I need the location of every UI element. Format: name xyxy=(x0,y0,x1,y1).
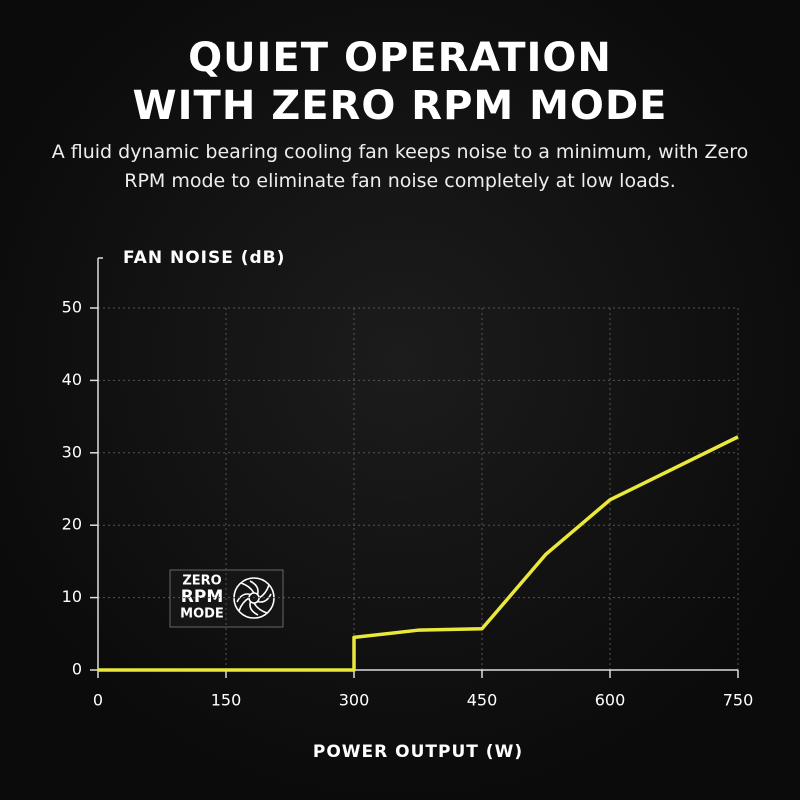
badge-text: RPM xyxy=(181,587,223,607)
y-tick-label: 50 xyxy=(62,298,82,317)
x-axis-label: POWER OUTPUT (W) xyxy=(313,742,523,762)
subtitle: A fluid dynamic bearing cooling fan keep… xyxy=(51,141,749,192)
y-tick-label: 10 xyxy=(62,587,82,606)
x-tick-label: 600 xyxy=(595,691,626,710)
line xyxy=(98,435,739,672)
title: QUIET OPERATION WITH ZERO RPM MODE xyxy=(132,35,668,129)
y-tick-label: 30 xyxy=(62,442,82,461)
y-tick-label: 40 xyxy=(62,370,82,389)
y-axis-label: FAN NOISE (dB) xyxy=(123,248,285,268)
x-tick-label: 150 xyxy=(211,691,242,710)
x-tick-label: 750 xyxy=(723,691,754,710)
x-tick-label: 300 xyxy=(339,691,370,710)
badge-text: MODE xyxy=(180,607,224,622)
x-tick-label: 0 xyxy=(93,691,103,710)
y-tick-label: 0 xyxy=(72,660,82,679)
x-tick-label: 450 xyxy=(467,691,498,710)
badge-text: ZERO xyxy=(182,574,221,589)
y-tick-label: 20 xyxy=(62,515,82,534)
